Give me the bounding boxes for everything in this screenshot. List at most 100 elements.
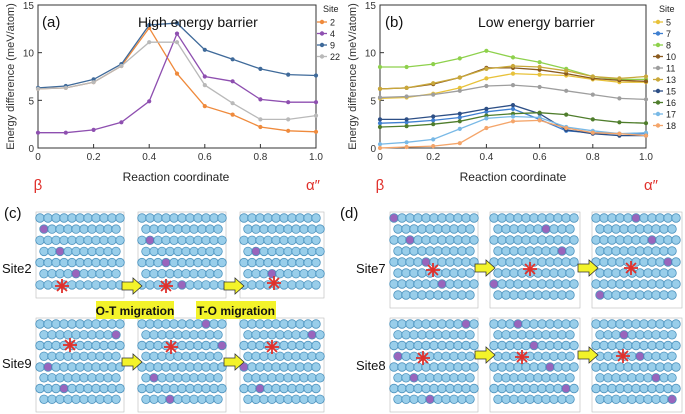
data-point-site-11 (457, 88, 462, 93)
legend-swatch-marker (319, 31, 325, 36)
chart-b: Energy difference (meV/atom) 0 0.2 0.4 0.6 0… (347, 1, 676, 194)
atom (529, 383, 539, 394)
atom (453, 319, 463, 329)
atom (405, 362, 415, 372)
atom (103, 246, 113, 257)
atom (635, 268, 645, 278)
data-point-site-22 (286, 117, 291, 122)
chart-a-xlabel: Reaction coordinate (123, 170, 230, 184)
chart-a-title: High energy barrier (138, 14, 258, 30)
atom (213, 330, 223, 340)
atom (457, 224, 467, 234)
atom (525, 224, 535, 234)
atom (437, 319, 447, 329)
atom (565, 246, 575, 256)
atom (239, 340, 249, 351)
atom (437, 383, 447, 394)
atom (111, 394, 121, 405)
atom (557, 394, 567, 405)
atom (59, 362, 69, 372)
y-tick-label: 0 (370, 144, 376, 155)
atom (389, 235, 399, 245)
atom (303, 362, 313, 372)
atom (603, 351, 613, 362)
x-tick-label: 1.0 (309, 152, 323, 163)
atom (509, 224, 519, 234)
atom (315, 224, 325, 234)
atom (409, 290, 419, 300)
legend-swatch-marker (655, 54, 661, 59)
atom (291, 351, 301, 362)
atom (501, 268, 511, 278)
atom (541, 268, 551, 278)
atom (545, 257, 555, 267)
atom (643, 394, 653, 405)
legend-label-site-7: 7 (666, 29, 671, 39)
chart-a-endpoint-left: β (34, 177, 43, 194)
atom (433, 290, 443, 300)
atom (591, 362, 601, 372)
atom (243, 351, 253, 362)
atom (599, 319, 609, 329)
atom (149, 246, 159, 257)
atom (393, 394, 403, 405)
legend-label-site-16: 16 (666, 98, 676, 108)
atom (193, 257, 203, 268)
atom (107, 362, 117, 372)
atom (667, 246, 677, 256)
atom (557, 373, 567, 383)
chart-b-ylabel: Energy difference (meV/atom) (347, 3, 359, 150)
x-tick-label: 0.8 (586, 152, 600, 163)
atom (189, 330, 199, 340)
atom (67, 280, 77, 290)
atom (595, 373, 605, 383)
atom (667, 373, 677, 383)
atom (267, 246, 277, 257)
atom (413, 213, 423, 223)
atom (189, 246, 199, 257)
atom (611, 394, 621, 405)
data-point-site-8 (484, 48, 489, 53)
atom (79, 351, 89, 362)
vacancy-site-star (63, 338, 77, 352)
atom (79, 330, 89, 340)
atom (425, 330, 435, 340)
atom (671, 319, 681, 329)
atom (185, 362, 195, 372)
atom (107, 340, 117, 351)
legend-label-site-15: 15 (666, 87, 676, 97)
atom (409, 246, 419, 256)
atom (553, 279, 563, 289)
data-point-site-18 (431, 144, 436, 149)
atom (421, 235, 431, 245)
atom (635, 246, 645, 256)
atom (607, 383, 617, 394)
atom (193, 383, 203, 394)
atom (177, 362, 187, 372)
atom (655, 362, 665, 372)
atom (619, 224, 629, 234)
data-point-site-11 (377, 95, 383, 100)
atom (513, 319, 523, 329)
atom (75, 362, 85, 372)
data-point-site-17 (431, 137, 436, 142)
atom (63, 246, 73, 257)
to-migration-banner: T-O migration (196, 301, 276, 319)
atom (181, 224, 191, 234)
data-point-site-13 (377, 86, 383, 91)
data-point-site-11 (617, 96, 622, 101)
chart-b-endpoint-left: β (376, 177, 385, 194)
atom (541, 373, 551, 383)
atom (71, 394, 81, 405)
atom (397, 279, 407, 289)
atom (247, 383, 257, 394)
atom (251, 373, 261, 383)
data-point-site-17 (404, 140, 409, 145)
atom (611, 268, 621, 278)
atom (311, 383, 321, 394)
y-tick-label: 15 (365, 1, 377, 12)
atom (243, 394, 253, 405)
atom (635, 351, 645, 362)
atom (145, 319, 155, 329)
atom (525, 330, 535, 340)
